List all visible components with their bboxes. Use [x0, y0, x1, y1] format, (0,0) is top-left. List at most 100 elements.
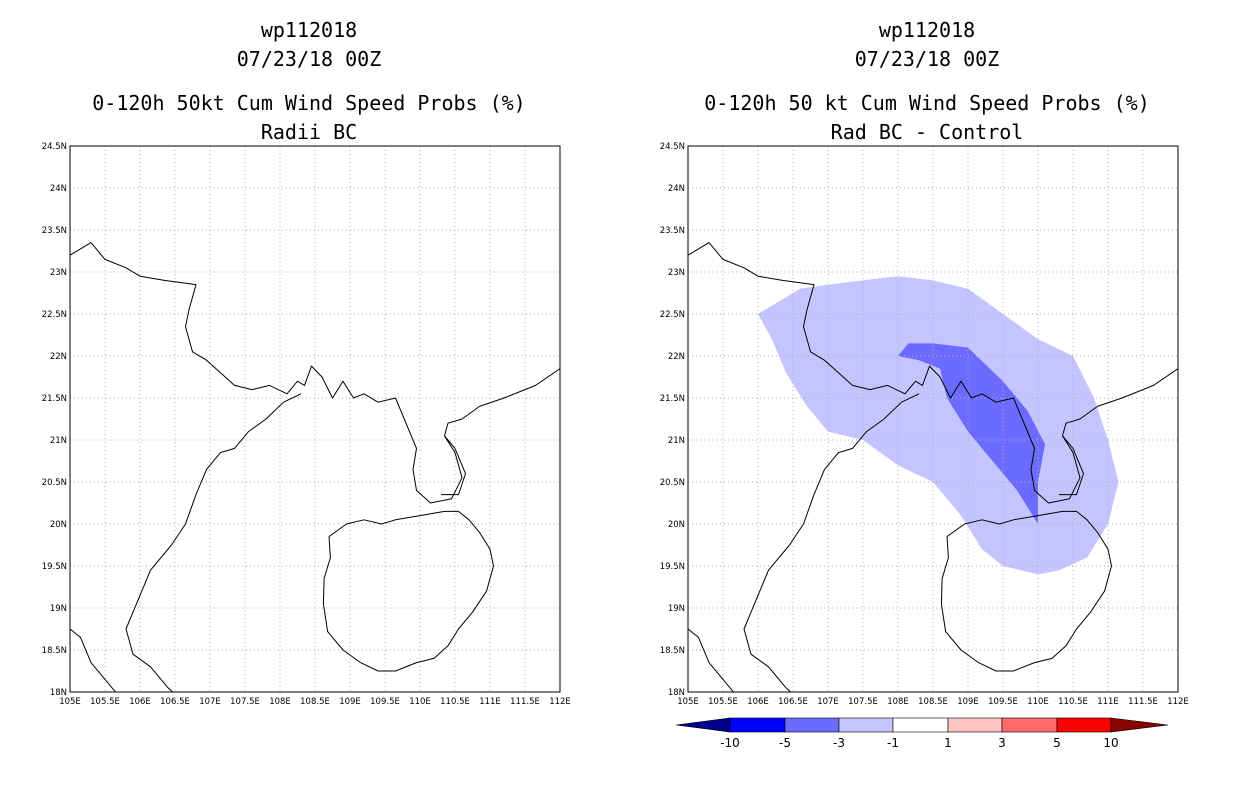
lat-tick-label: 22N [668, 352, 685, 362]
lon-tick-label: 108.5E [918, 697, 948, 707]
map-content [688, 146, 1178, 692]
lon-tick-label: 111E [1097, 697, 1119, 707]
coastline-laos [688, 628, 735, 692]
lat-tick-label: 23N [668, 268, 685, 278]
colorbar-segment [729, 717, 786, 733]
lon-tick-label: 108E [269, 697, 291, 707]
left-map-panel: wp112018 07/23/18 00Z 0-120h 50kt Cum Wi… [42, 18, 571, 707]
lat-tick-label: 18N [668, 688, 685, 698]
lon-tick-label: 106E [129, 697, 151, 707]
lon-tick-label: 110E [1027, 697, 1049, 707]
prob-diff-region-medium [898, 343, 1045, 524]
lat-tick-label: 24N [50, 184, 67, 194]
colorbar-arrow-low [675, 717, 731, 733]
colorbar [675, 717, 1169, 733]
lon-tick-label: 106.5E [778, 697, 808, 707]
lat-tick-label: 18.5N [42, 646, 67, 656]
lat-tick-label: 22N [50, 352, 67, 362]
lon-tick-label: 110E [409, 697, 431, 707]
coastline-vietnam [125, 393, 302, 692]
lon-tick-label: 109.5E [988, 697, 1018, 707]
lon-tick-label: 110.5E [440, 697, 470, 707]
colorbar-tick-label: -1 [887, 736, 899, 750]
colorbar-arrow-high [1110, 717, 1169, 733]
lon-tick-label: 111.5E [1128, 697, 1158, 707]
lon-tick-label: 110.5E [1058, 697, 1088, 707]
coastline-hainan [940, 510, 1112, 672]
product-title: 0-120h 50 kt Cum Wind Speed Probs (%) [704, 91, 1150, 115]
map-border [69, 145, 561, 693]
colorbar-segment [784, 717, 840, 733]
lat-tick-label: 24N [668, 184, 685, 194]
map-frame-right: 105E 105.5E 106E 106.5E 107E 107.5E 108E 108.5E… [660, 142, 1189, 707]
lon-tick-label: 105E [677, 697, 699, 707]
lon-tick-label: 109E [957, 697, 979, 707]
lon-tick-label: 107E [817, 697, 839, 707]
lat-tick-label: 24.5N [42, 142, 67, 152]
lat-tick-label: 20N [50, 520, 67, 530]
coastline-hainan [322, 510, 494, 672]
lat-tick-label: 23.5N [660, 226, 685, 236]
prob-diff-region-light [758, 276, 1119, 575]
lat-tick-label: 20.5N [660, 478, 685, 488]
lon-tick-label: 107.5E [848, 697, 878, 707]
colorbar-segment [838, 717, 894, 733]
datetime-title: 07/23/18 00Z [854, 47, 1000, 71]
lat-tick-label: 21N [50, 436, 67, 446]
lat-tick-label: 18N [50, 688, 67, 698]
product-title: 0-120h 50kt Cum Wind Speed Probs (%) [92, 91, 526, 115]
datetime-title: 07/23/18 00Z [236, 47, 382, 71]
lon-tick-label: 105.5E [708, 697, 738, 707]
lat-tick-label: 19.5N [660, 562, 685, 572]
lon-tick-label: 111.5E [510, 697, 540, 707]
lat-tick-label: 21.5N [660, 394, 685, 404]
lat-tick-label: 22.5N [42, 310, 67, 320]
coastline-vietnam [743, 393, 920, 692]
lon-tick-label: 109.5E [370, 697, 400, 707]
lat-tick-label: 24.5N [660, 142, 685, 152]
storm-id-title: wp112018 [260, 18, 358, 42]
lat-tick-label: 22.5N [660, 310, 685, 320]
colorbar-tick-label: 10 [1103, 736, 1119, 750]
coastline-leizhou [1059, 435, 1084, 496]
lon-tick-label: 106.5E [160, 697, 190, 707]
map-frame-left: 105E 105.5E 106E 106.5E 107E 107.5E 108E 108.5E… [42, 142, 571, 707]
coastline-laos [70, 628, 117, 692]
lat-tick-label: 23.5N [42, 226, 67, 236]
lat-tick-label: 21N [668, 436, 685, 446]
colorbar-tick-label: -5 [779, 736, 791, 750]
colorbar-tick-label: 5 [1053, 736, 1061, 750]
lat-tick-label: 20N [668, 520, 685, 530]
lat-tick-label: 21.5N [42, 394, 67, 404]
lat-tick-label: 19N [50, 604, 67, 614]
coastline-china [70, 242, 560, 504]
lat-tick-label: 19N [668, 604, 685, 614]
colorbar-tick-label: -3 [833, 736, 845, 750]
colorbar-tick-label: 1 [944, 736, 952, 750]
experiment-title: Radii BC [260, 120, 358, 144]
colorbar-segment [1001, 717, 1058, 733]
lon-tick-label: 108E [887, 697, 909, 707]
lon-tick-label: 108.5E [300, 697, 330, 707]
colorbar-tick-label: 3 [998, 736, 1006, 750]
lon-tick-label: 107E [199, 697, 221, 707]
colorbar-tick-label: -10 [720, 736, 740, 750]
map-border [687, 145, 1179, 693]
map-content [70, 146, 560, 692]
coastline-leizhou [441, 435, 466, 496]
lat-tick-label: 23N [50, 268, 67, 278]
experiment-title: Rad BC - Control [830, 120, 1024, 144]
colorbar-segment [892, 717, 949, 733]
lon-tick-label: 106E [747, 697, 769, 707]
lon-tick-label: 112E [1167, 697, 1189, 707]
lon-tick-label: 105.5E [90, 697, 120, 707]
colorbar-segment [1056, 717, 1112, 733]
lat-tick-label: 18.5N [660, 646, 685, 656]
colorbar-segment [947, 717, 1003, 733]
lat-tick-label: 20.5N [42, 478, 67, 488]
lon-tick-label: 105E [59, 697, 81, 707]
coastline-china [688, 242, 1178, 504]
lon-tick-label: 109E [339, 697, 361, 707]
storm-id-title: wp112018 [878, 18, 976, 42]
lat-tick-label: 19.5N [42, 562, 67, 572]
